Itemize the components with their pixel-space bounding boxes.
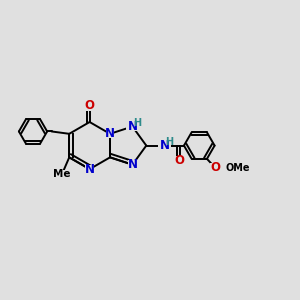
Text: H: H: [133, 118, 141, 128]
Text: Me: Me: [53, 169, 70, 179]
Text: N: N: [128, 120, 137, 133]
Bar: [126, 122, 139, 131]
Text: N: N: [160, 139, 170, 152]
Text: O: O: [210, 161, 220, 174]
Text: N: N: [85, 163, 94, 176]
Text: O: O: [85, 99, 94, 112]
Bar: [211, 163, 220, 172]
Bar: [84, 101, 95, 111]
Text: OMe: OMe: [226, 163, 250, 173]
Bar: [158, 141, 171, 150]
Bar: [85, 165, 94, 174]
Text: O: O: [175, 154, 185, 167]
Text: H: H: [165, 137, 173, 147]
Bar: [128, 160, 137, 169]
Text: N: N: [128, 158, 137, 171]
Bar: [55, 170, 69, 179]
Bar: [175, 157, 184, 165]
Text: N: N: [105, 127, 115, 140]
Bar: [106, 129, 115, 138]
Bar: [220, 163, 232, 172]
